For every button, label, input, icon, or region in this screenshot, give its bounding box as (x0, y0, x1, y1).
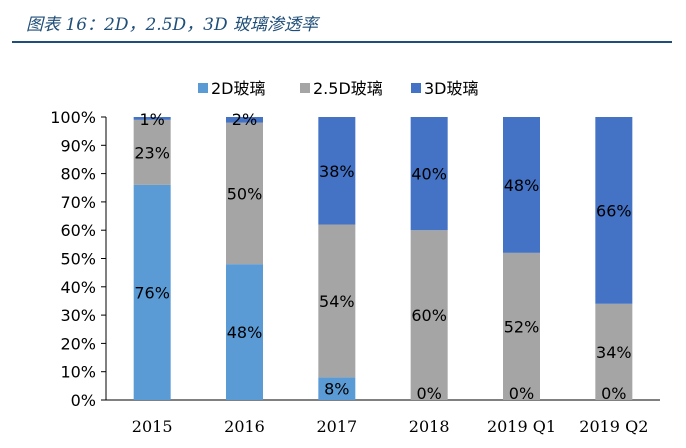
x-tick-label: 2019 Q2 (579, 417, 648, 436)
data-label: 52% (504, 317, 540, 336)
bar-segment (410, 230, 448, 400)
data-label: 54% (319, 292, 355, 311)
legend-label: 2D玻璃 (211, 79, 266, 98)
title-rule (12, 41, 672, 43)
bar-segment (133, 119, 171, 185)
data-label: 38% (319, 162, 355, 181)
y-tick-label: 20% (60, 334, 96, 353)
bar-segment (410, 117, 448, 231)
data-label: 8% (324, 380, 349, 399)
data-label: 1% (139, 110, 164, 129)
y-tick-label: 40% (60, 278, 96, 297)
data-label: 34% (596, 343, 632, 362)
data-label: 2% (232, 110, 257, 129)
x-tick-label: 2018 (409, 417, 450, 436)
data-labels: 76% 23% 1% 48% 50% 2% 8% 54% 38% 0% 60% 40% 0% 52% 48%… (134, 110, 631, 403)
y-tick-label: 80% (60, 165, 96, 184)
bar-segment (226, 264, 263, 400)
bar-segment (133, 184, 171, 400)
x-tick-label: 2015 (132, 417, 173, 436)
bar-segment (503, 117, 540, 253)
data-label: 23% (134, 143, 170, 162)
y-tick-label: 70% (60, 193, 96, 212)
data-label: 66% (596, 201, 632, 220)
bar-segment (318, 224, 356, 378)
data-label: 50% (227, 184, 263, 203)
figure-title: 图表 16：2D，2.5D，3D 玻璃渗透率 (26, 15, 318, 35)
x-tick-label: 2017 (316, 417, 357, 436)
y-axis: 0% 10% 20% 30% 40% 50% 60% 70% 80% 90% 100% (50, 108, 107, 410)
bar-segment (503, 252, 540, 400)
x-tick-label: 2016 (224, 417, 265, 436)
bar-segment (595, 117, 633, 304)
legend-label: 3D玻璃 (424, 79, 479, 98)
data-label: 48% (227, 323, 263, 342)
legend-swatch (300, 83, 310, 93)
legend-label: 2.5D玻璃 (313, 79, 383, 98)
bar-segment (595, 303, 633, 400)
bar-segment (133, 117, 171, 120)
y-tick-label: 60% (60, 221, 96, 240)
data-label: 48% (504, 176, 540, 195)
bar-segment (226, 122, 263, 265)
legend: 2D玻璃 2.5D玻璃 3D玻璃 (198, 79, 479, 98)
legend-swatch (411, 83, 421, 93)
y-tick-label: 0% (71, 391, 96, 410)
data-label: 60% (411, 306, 447, 325)
y-tick-label: 10% (60, 363, 96, 382)
data-label: 0% (416, 384, 441, 403)
bar-segment (318, 117, 356, 225)
bar-segment (226, 117, 263, 123)
x-tick-label: 2019 Q1 (487, 417, 556, 436)
y-tick-label: 90% (60, 136, 96, 155)
y-tick-label: 50% (60, 250, 96, 269)
y-tick-label: 100% (50, 108, 96, 127)
bar-segment (318, 377, 356, 400)
legend-swatch (198, 83, 208, 93)
data-label: 0% (509, 384, 534, 403)
data-label: 0% (601, 384, 626, 403)
y-tick-label: 30% (60, 306, 96, 325)
bars (133, 117, 633, 400)
data-label: 40% (411, 165, 447, 184)
data-label: 76% (134, 283, 170, 302)
x-axis: 2015 2016 2017 2018 2019 Q1 2019 Q2 (106, 399, 660, 436)
